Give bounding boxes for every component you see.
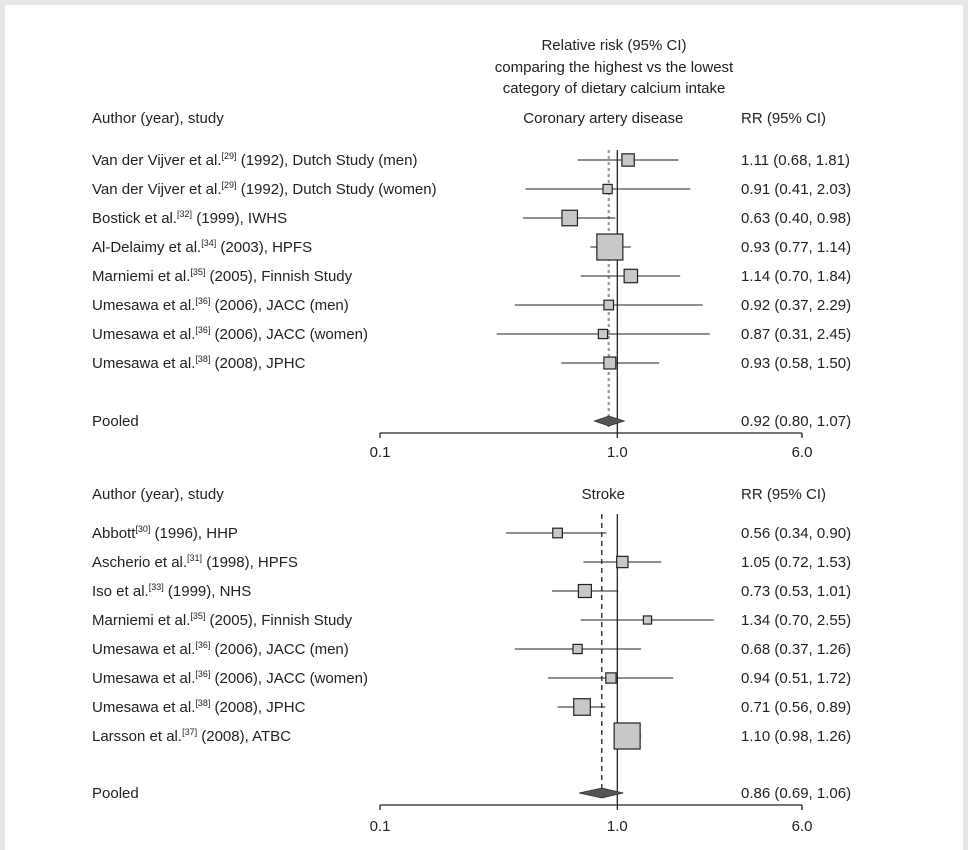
panel2-row-7-rr-ci-text: 0.71 (0.56, 0.89) [741,699,851,716]
panel1-x-tick-label-6-0: 6.0 [792,444,813,461]
panel2-row-4-point-estimate-box [642,615,653,625]
panel1-row-4-point-estimate-box [596,233,624,261]
panel2-row-2-study-label: Ascherio et al.[31] (1998), HPFS [92,553,298,571]
panel2-pooled-diamond [578,787,624,799]
panel1-pooled-label: Pooled [92,413,139,430]
panel1-row-3-study-label: Bostick et al.[32] (1999), IWHS [92,209,287,227]
panel1-row-5-study-label: Marniemi et al.[35] (2005), Finnish Stud… [92,267,353,285]
panel1-row-2-study-label: Van der Vijver et al.[29] (1992), Dutch … [92,180,437,198]
panel1-x-tick-label-0-1: 0.1 [370,444,391,461]
panel2-row-7-point-estimate-box [573,698,591,716]
panel2-row-5-rr-ci-text: 0.68 (0.37, 1.26) [741,641,851,658]
panel1-col-rr-header: RR (95% CI) [741,110,826,127]
panel2-row-1-point-estimate-box [552,527,563,539]
panel1-row-2-rr-ci-text: 0.91 (0.41, 2.03) [741,181,851,198]
panel1-row-1-point-estimate-box [621,153,635,167]
panel2-row-4-rr-ci-text: 1.34 (0.70, 2.55) [741,612,851,629]
panel1-row-2-point-estimate-box [602,183,613,195]
panel1-pooled-diamond [593,415,626,427]
panel1-row-3-rr-ci-text: 0.63 (0.40, 0.98) [741,210,851,227]
panel1-outcome-title: Coronary artery disease [523,110,683,127]
panel1-row-8-point-estimate-box [603,356,617,370]
panel2-row-5-point-estimate-box [572,643,583,655]
panel2-row-8-study-label: Larsson et al.[37] (2008), ATBC [92,727,291,745]
panel1-row-7-point-estimate-box [597,328,609,340]
panel1-row-8-rr-ci-text: 0.93 (0.58, 1.50) [741,355,851,372]
panel1-row-5-point-estimate-box [623,268,639,284]
panel1-x-tick-label-1-0: 1.0 [607,444,628,461]
panel2-col-rr-header: RR (95% CI) [741,486,826,503]
panel2-row-6-rr-ci-text: 0.94 (0.51, 1.72) [741,670,851,687]
forest-plot-figure: Relative risk (95% CI) comparing the high… [92,37,851,835]
panel1-row-1-study-label: Van der Vijver et al.[29] (1992), Dutch … [92,151,417,169]
panel2-row-8-rr-ci-text: 1.10 (0.98, 1.26) [741,728,851,745]
panel1-col-study-header: Author (year), study [92,110,224,127]
panel2-row-3-point-estimate-box [577,583,592,599]
panel2-row-6-study-label: Umesawa et al.[36] (2006), JACC (women) [92,669,368,687]
panel1-row-6-rr-ci-text: 0.92 (0.37, 2.29) [741,297,851,314]
header-line-1: Relative risk (95% CI) [541,37,686,54]
panel2-row-3-study-label: Iso et al.[33] (1999), NHS [92,582,251,600]
panel2-row-8-point-estimate-box [613,722,641,750]
panel2-pooled-label: Pooled [92,785,139,802]
header-line-2: comparing the highest vs the lowest [495,59,734,76]
panel2-row-7-study-label: Umesawa et al.[38] (2008), JPHC [92,698,306,716]
panel1-row-6-study-label: Umesawa et al.[36] (2006), JACC (men) [92,296,349,314]
header-line-3: category of dietary calcium intake [503,80,726,97]
panel2-row-1-study-label: Abbott[30] (1996), HHP [92,524,238,542]
panel2-row-4-study-label: Marniemi et al.[35] (2005), Finnish Stud… [92,611,353,629]
panel1-row-3-point-estimate-box [561,209,579,227]
panel2-x-tick-label-6-0: 6.0 [792,818,813,835]
panel1-row-4-study-label: Al-Delaimy et al.[34] (2003), HPFS [92,238,312,256]
panel2-x-tick-label-0-1: 0.1 [370,818,391,835]
panel1-row-6-point-estimate-box [603,299,615,311]
panel1-row-7-study-label: Umesawa et al.[36] (2006), JACC (women) [92,325,368,343]
panel1-row-4-rr-ci-text: 0.93 (0.77, 1.14) [741,239,851,256]
panel2-row-1-rr-ci-text: 0.56 (0.34, 0.90) [741,525,851,542]
figure-card: Relative risk (95% CI) comparing the high… [5,5,963,850]
panel2-outcome-title: Stroke [582,486,625,503]
panel2-row-6-point-estimate-box [605,672,617,684]
panel2-row-5-study-label: Umesawa et al.[36] (2006), JACC (men) [92,640,349,658]
panel2-row-2-rr-ci-text: 1.05 (0.72, 1.53) [741,554,851,571]
panel1-row-5-rr-ci-text: 1.14 (0.70, 1.84) [741,268,851,285]
panel2-col-study-header: Author (year), study [92,486,224,503]
panel2-x-tick-label-1-0: 1.0 [607,818,628,835]
panel1-row-7-rr-ci-text: 0.87 (0.31, 2.45) [741,326,851,343]
panel2-row-3-rr-ci-text: 0.73 (0.53, 1.01) [741,583,851,600]
panel2-pooled-rr-ci-text: 0.86 (0.69, 1.06) [741,785,851,802]
panel2-row-2-point-estimate-box [616,555,629,569]
panel1-pooled-rr-ci-text: 0.92 (0.80, 1.07) [741,413,851,430]
panel1-row-8-study-label: Umesawa et al.[38] (2008), JPHC [92,354,306,372]
panel1-row-1-rr-ci-text: 1.11 (0.68, 1.81) [741,152,850,169]
